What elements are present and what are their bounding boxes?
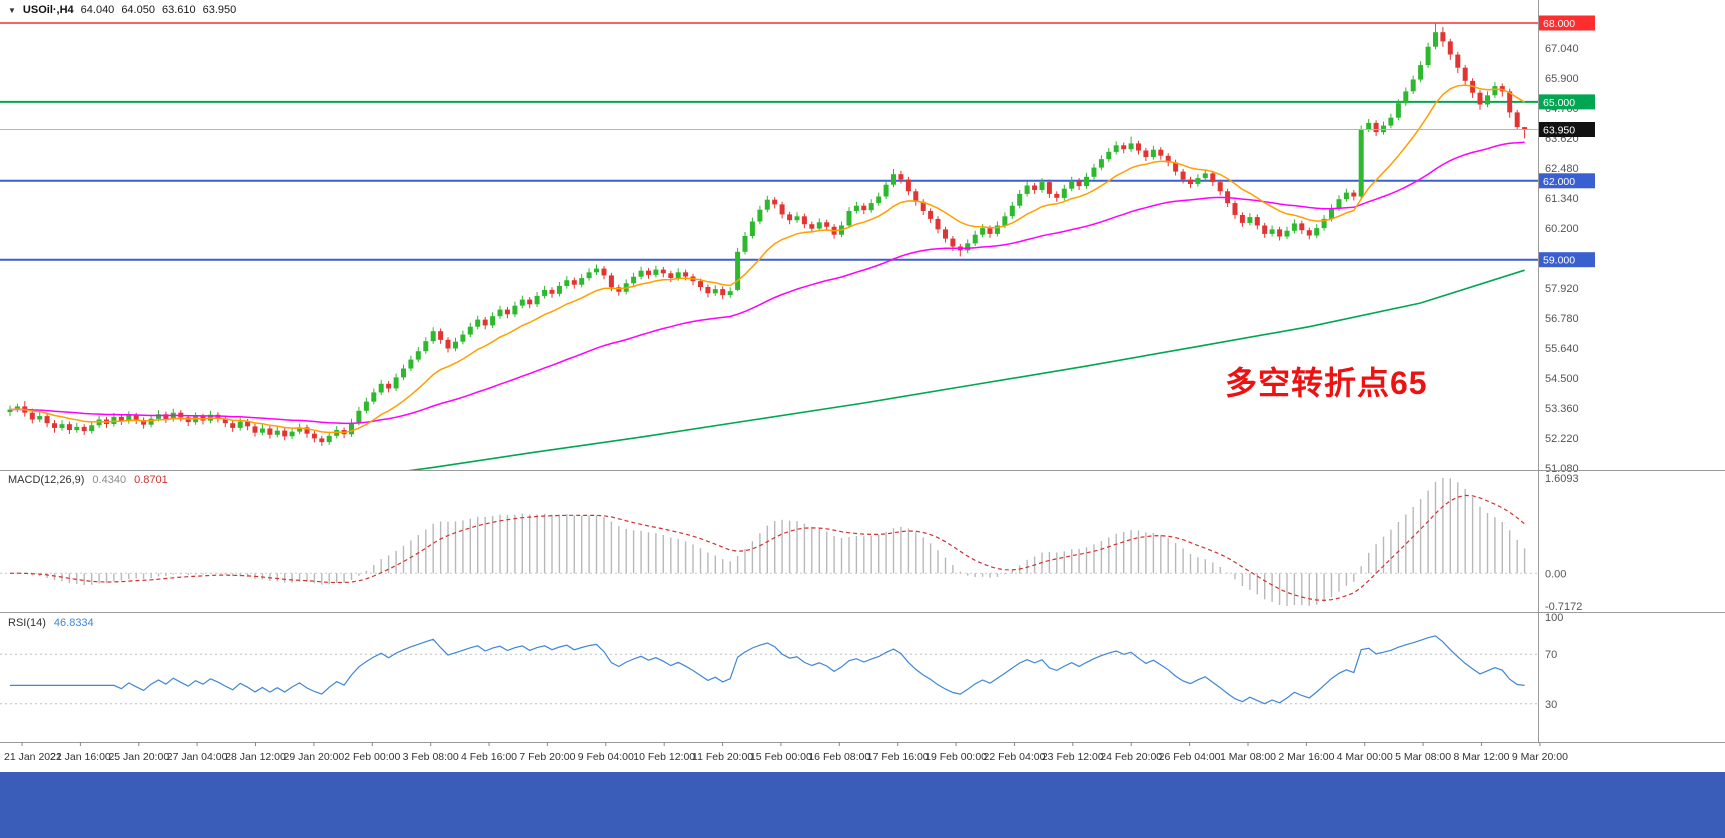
chart-canvas[interactable]: 1.60930.00-0.7172100703067.04065.90064.7… [0, 0, 1725, 772]
macd-histogram [16, 478, 1526, 606]
macd-indicator-label: MACD(12,26,9) 0.4340 0.8701 [8, 474, 168, 486]
price-tick-label: 53.360 [1545, 403, 1579, 415]
ohlc-high: 64.050 [121, 4, 155, 16]
time-label: 3 Feb 08:00 [403, 751, 459, 763]
time-label: 1 Mar 08:00 [1220, 751, 1276, 763]
time-label: 9 Feb 04:00 [578, 751, 634, 763]
rsi-panel: 100 70 30 [0, 612, 1563, 711]
time-label: 22 Jan 16:00 [50, 751, 111, 763]
price-badge [1539, 173, 1595, 189]
time-label: 28 Jan 12:00 [225, 751, 286, 763]
time-label: 4 Mar 00:00 [1337, 751, 1393, 763]
time-label: 16 Feb 08:00 [808, 751, 870, 763]
collapse-icon[interactable]: ▼ [8, 5, 16, 15]
price-tick-label: 62.480 [1545, 163, 1579, 175]
price-badge [1539, 252, 1595, 268]
time-label: 22 Feb 04:00 [984, 751, 1046, 763]
time-label: 29 Jan 20:00 [284, 751, 345, 763]
time-label: 7 Feb 20:00 [519, 751, 575, 763]
ohlc-low: 63.610 [161, 4, 196, 16]
time-label: 2 Feb 00:00 [344, 751, 400, 763]
svg-text:-0.7172: -0.7172 [1545, 601, 1582, 613]
time-label: 8 Mar 12:00 [1453, 751, 1509, 763]
time-label: 11 Feb 20:00 [692, 751, 753, 763]
time-label: 9 Mar 20:00 [1512, 751, 1568, 763]
svg-text:1.6093: 1.6093 [1545, 473, 1579, 485]
rsi-value: 46.8334 [53, 617, 94, 629]
svg-text:65.000: 65.000 [1543, 97, 1575, 109]
macd-value-signal: 0.8701 [134, 474, 168, 486]
time-label: 26 Feb 04:00 [1159, 751, 1221, 763]
panel-separators [0, 0, 1725, 743]
macd-signal-line [9, 494, 1525, 601]
time-label: 27 Jan 04:00 [167, 751, 228, 763]
price-tick-label: 67.040 [1545, 43, 1579, 55]
price-tick-label: 52.220 [1545, 433, 1579, 445]
annotation-text: 多空转折点65 [1225, 365, 1428, 401]
time-label: 19 Feb 00:00 [925, 751, 987, 763]
time-label: 10 Feb 12:00 [633, 751, 695, 763]
svg-text:63.950: 63.950 [1543, 125, 1575, 137]
price-tick-label: 60.200 [1545, 223, 1579, 235]
rsi-name: RSI(14) [8, 617, 46, 629]
time-label: 21 Jan 2021 [4, 751, 62, 763]
ma-slow-line [408, 269, 1525, 470]
price-tick-label: 51.080 [1545, 463, 1579, 475]
rsi-line [10, 635, 1525, 705]
macd-name: MACD(12,26,9) [8, 474, 85, 486]
svg-text:70: 70 [1545, 649, 1557, 661]
time-label: 24 Feb 20:00 [1100, 751, 1162, 763]
price-tick-label: 56.780 [1545, 313, 1579, 325]
time-label: 23 Feb 12:00 [1042, 751, 1104, 763]
svg-text:68.000: 68.000 [1543, 18, 1575, 30]
svg-text:0.00: 0.00 [1545, 568, 1566, 580]
price-tick-label: 55.640 [1545, 343, 1579, 355]
time-label: 2 Mar 16:00 [1278, 751, 1334, 763]
svg-text:59.000: 59.000 [1543, 255, 1575, 267]
symbol-name: USOil·,H4 [22, 4, 74, 16]
svg-text:30: 30 [1545, 699, 1557, 711]
ma-fast-line [9, 84, 1525, 434]
current-price-badge [1539, 122, 1595, 137]
price-tick-label: 61.340 [1545, 193, 1579, 205]
svg-text:62.000: 62.000 [1543, 176, 1575, 188]
ohlc-close: 63.950 [202, 4, 237, 16]
time-label: 17 Feb 16:00 [867, 751, 929, 763]
horizontal-lines [0, 22, 1538, 261]
price-tick-label: 65.900 [1545, 73, 1579, 85]
price-badge [1539, 94, 1595, 110]
ma-mid-line [9, 141, 1525, 425]
time-label: 15 Feb 00:00 [750, 751, 812, 763]
time-label: 25 Jan 20:00 [108, 751, 169, 763]
macd-value-main: 0.4340 [92, 474, 127, 486]
macd-panel: 1.6093 0.00 -0.7172 [0, 473, 1582, 613]
time-label: 5 Mar 08:00 [1395, 751, 1451, 763]
ohlc-open: 64.040 [80, 4, 115, 16]
rsi-indicator-label: RSI(14) 46.8334 [8, 617, 94, 629]
price-scale[interactable]: 67.04065.90064.76063.62062.48061.34060.2… [1539, 15, 1595, 475]
footer-bar [0, 772, 1725, 838]
symbol-info: ▼ USOil·,H4 64.040 64.050 63.610 63.950 [8, 4, 236, 16]
price-tick-label: 54.500 [1545, 373, 1579, 385]
price-badge [1539, 15, 1595, 31]
time-label: 4 Feb 16:00 [461, 751, 517, 763]
price-tick-label: 57.920 [1545, 283, 1579, 295]
svg-text:100: 100 [1545, 612, 1563, 624]
